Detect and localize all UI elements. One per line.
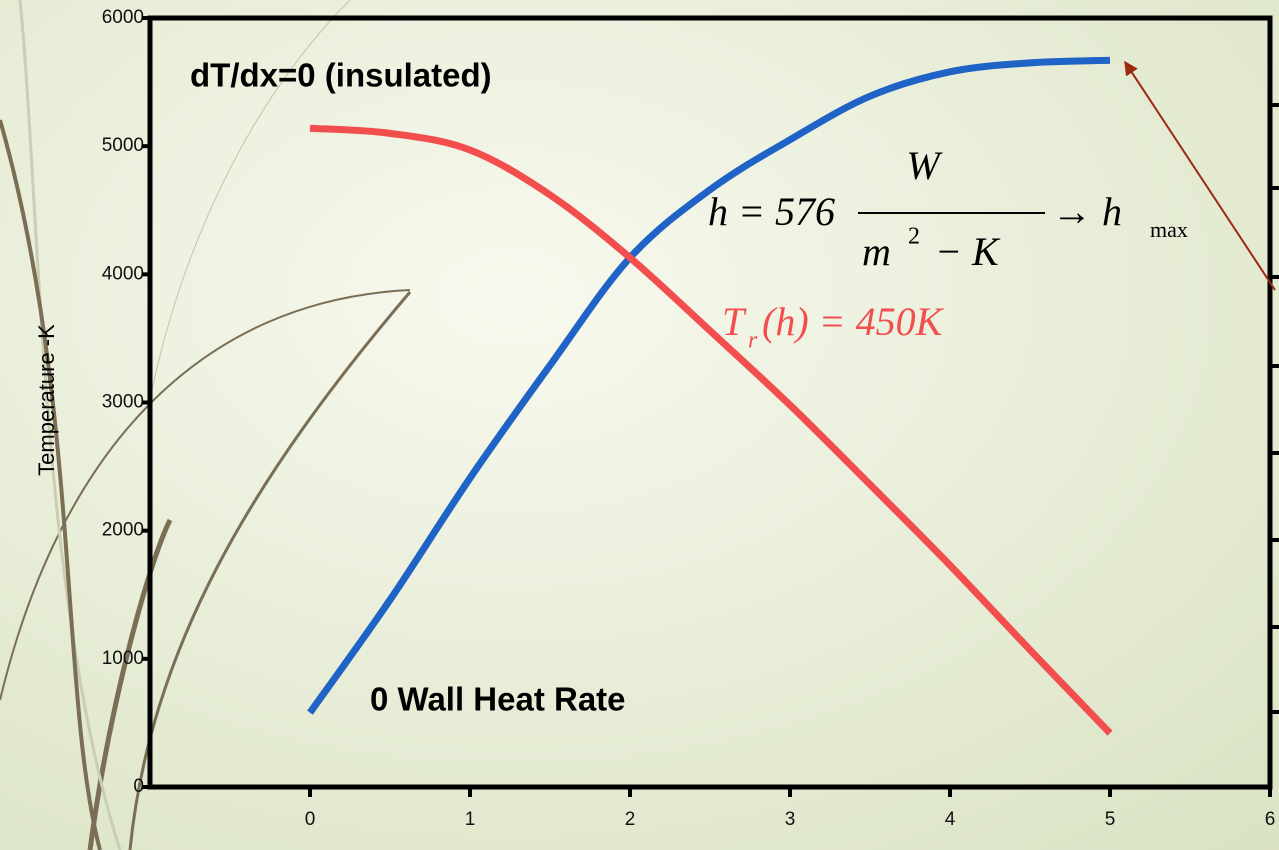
- x-tick-label: 4: [945, 809, 956, 830]
- plot-area: [307, 56, 1113, 736]
- series-line: [309, 124, 1113, 736]
- tr-formula: T r (h) = 450K: [722, 299, 945, 353]
- y-tick-label: 1000: [102, 648, 144, 669]
- x-tick-label: 6: [1265, 809, 1276, 830]
- h-denominator-m: m: [862, 229, 891, 274]
- y-axis-label: Temperature -K: [34, 324, 59, 476]
- h-subscript: max: [1150, 217, 1188, 242]
- y-tick-label: 0: [133, 776, 144, 797]
- decoration: [0, 0, 412, 850]
- h-denominator-k: − K: [935, 229, 1001, 274]
- series-line: [307, 56, 1111, 715]
- x-tick-label: 2: [625, 809, 636, 830]
- y-tick-label: 6000: [102, 7, 144, 28]
- h-numerator: W: [906, 143, 943, 188]
- wall-label: 0 Wall Heat Rate: [370, 681, 626, 718]
- y-tick-label: 2000: [102, 520, 144, 541]
- h-lhs: h = 576: [708, 189, 835, 234]
- x-tick-label: 5: [1105, 809, 1116, 830]
- h-formula: h = 576 W m 2 − K → h max: [708, 143, 1188, 274]
- tr-lhs: T: [722, 299, 747, 344]
- x-tick-label: 3: [785, 809, 796, 830]
- condition-label: dT/dx=0 (insulated): [190, 57, 492, 94]
- x-tick-label: 1: [465, 809, 476, 830]
- right-axis-ticks: [1270, 103, 1279, 714]
- y-tick-label: 5000: [102, 135, 144, 156]
- x-tick-label: 0: [305, 809, 316, 830]
- h-arrow: → h: [1052, 189, 1122, 234]
- y-tick-label: 4000: [102, 263, 144, 284]
- h-denominator-exp: 2: [908, 224, 920, 250]
- annotation-arrow: [1124, 60, 1276, 291]
- y-tick-label: 3000: [102, 392, 144, 413]
- tr-rhs: (h) = 450K: [762, 299, 945, 344]
- tr-subscript: r: [748, 328, 758, 354]
